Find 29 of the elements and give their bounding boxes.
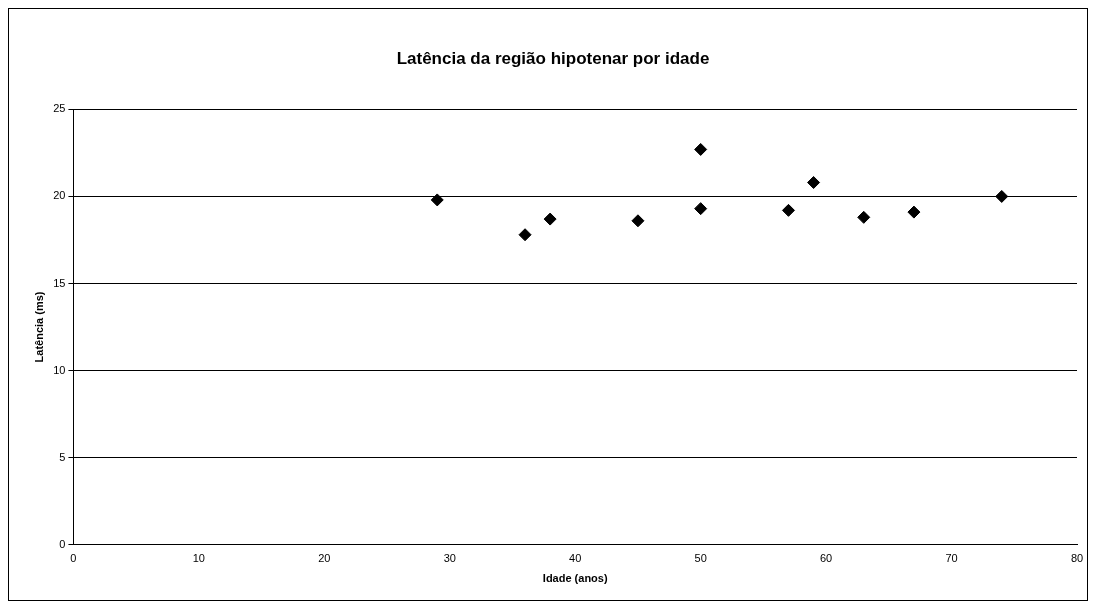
x-tick-label: 10 (192, 552, 206, 565)
y-tick-label: 15 (53, 276, 66, 289)
x-axis-title: Idade (anos) (542, 572, 608, 585)
point (430, 193, 444, 207)
point (543, 212, 557, 226)
x-tick-label: 70 (945, 552, 958, 565)
x-tick-label: 50 (694, 552, 707, 565)
point (694, 202, 708, 216)
point (631, 214, 645, 228)
chart-title: Latência da região hipotenar por idade (396, 48, 710, 68)
point (694, 142, 708, 156)
x-tick-label: 80 (1070, 552, 1084, 565)
x-tick-label: 20 (318, 552, 331, 565)
x-tick-label: 60 (819, 552, 833, 565)
point (781, 203, 795, 217)
y-tick-label: 10 (53, 363, 66, 376)
y-tick-label: 25 (53, 102, 66, 115)
x-tick-label: 40 (569, 552, 582, 565)
point (807, 176, 821, 190)
x-tick-label: 30 (443, 552, 456, 565)
point (518, 228, 532, 242)
point (995, 189, 1009, 203)
y-tick-label: 5 (59, 450, 66, 463)
y-tick-label: 20 (53, 189, 66, 202)
point (907, 205, 921, 219)
y-tick-label: 0 (59, 537, 66, 550)
x-tick-label: 0 (70, 552, 77, 565)
y-axis-title: Latência (ms) (32, 291, 45, 363)
point (857, 210, 871, 224)
